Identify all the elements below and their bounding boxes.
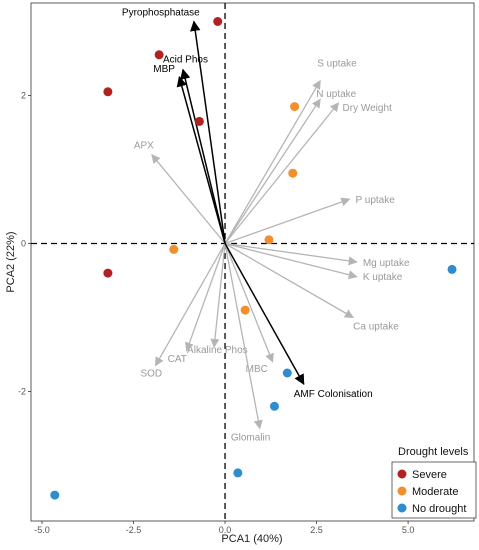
loading-arrow-acid-phos [180, 68, 226, 244]
loading-arrow-k-uptake [224, 242, 358, 280]
loading-arrow-sod [154, 243, 226, 367]
x-tick-label: 5.0 [402, 525, 415, 535]
loading-arrow-mbp [176, 75, 226, 244]
loading-label-acid-phos: Acid Phos [163, 55, 208, 66]
loading-label-ca-uptake: Ca uptake [353, 322, 399, 333]
loading-arrow-cat [185, 243, 226, 352]
legend-title: Drought levels [398, 446, 469, 458]
loading-label-glomalin: Glomalin [231, 433, 270, 444]
loading-arrow-s-uptake [224, 79, 321, 244]
x-tick-label: -5.0 [34, 525, 50, 535]
legend-marker-no-drought [397, 503, 407, 513]
x-tick-label: 2.5 [310, 525, 323, 535]
y-tick-label: 2 [21, 91, 26, 101]
loading-label-mbp: MBP [153, 64, 175, 75]
loading-label-pyrophosphatase: Pyrophosphatase [122, 8, 200, 19]
loading-arrow-glomalin [224, 243, 263, 430]
loading-label-mbc: MBC [246, 364, 268, 375]
loading-label-s-uptake: S uptake [317, 59, 357, 70]
point-no-drought [447, 264, 457, 274]
point-moderate [288, 168, 298, 178]
x-axis-title: PCA1 (40%) [221, 533, 282, 545]
legend-marker-severe [397, 469, 407, 479]
point-severe [103, 87, 113, 97]
loading-label-amf-colonisation: AMF Colonisation [294, 389, 373, 400]
point-moderate [169, 244, 179, 254]
point-moderate [264, 235, 274, 245]
point-severe [194, 116, 204, 126]
loading-label-n-uptake: N uptake [316, 89, 356, 100]
sample-points [50, 17, 457, 500]
legend-marker-moderate [397, 486, 407, 496]
y-tick-label: -2 [18, 387, 26, 397]
loading-label-dry-weight: Dry Weight [343, 103, 392, 114]
grey-loading-arrows: S uptake N uptake Dry Weight APX P uptake Mg … [134, 59, 410, 444]
x-tick-label: 0.0 [219, 525, 232, 535]
loading-label-k-uptake: K uptake [363, 272, 403, 283]
loading-label-apx: APX [134, 141, 154, 152]
loading-arrow-n-uptake [224, 98, 321, 244]
loading-arrow-alkaline-phos [210, 243, 226, 349]
y-axis-ticks: 2 0 -2 [18, 91, 31, 397]
y-tick-label: 0 [21, 239, 26, 249]
point-moderate [290, 102, 300, 112]
loading-label-cat: CAT [168, 354, 187, 365]
legend: Drought levels Severe Moderate No drough… [391, 446, 477, 519]
point-severe [154, 50, 164, 60]
loading-arrow-mg-uptake [224, 242, 358, 266]
loading-arrow-p-uptake [224, 197, 351, 245]
point-no-drought [233, 468, 243, 478]
legend-label-no-drought: No drought [412, 503, 466, 515]
loading-label-p-uptake: P uptake [356, 195, 396, 206]
loading-label-mg-uptake: Mg uptake [363, 258, 410, 269]
loading-arrow-dry-weight [224, 102, 340, 244]
y-axis-title: PCA2 (22%) [5, 231, 17, 292]
point-moderate [240, 305, 250, 315]
x-axis-ticks: -5.0 -2.5 0.0 2.5 5.0 [34, 521, 414, 535]
point-no-drought [50, 490, 60, 500]
loading-label-alkaline-phos: Alkaline Phos [187, 345, 248, 356]
loading-arrow-apx [151, 153, 226, 244]
loading-arrow-ca-uptake [224, 242, 354, 319]
point-severe [213, 17, 223, 26]
legend-label-moderate: Moderate [412, 486, 458, 498]
legend-label-severe: Severe [412, 469, 447, 481]
loading-label-sod: SOD [140, 369, 162, 380]
point-no-drought [282, 368, 292, 378]
loading-arrow-mbc [224, 243, 274, 363]
loading-arrow-amf-colonisation [224, 243, 305, 386]
x-tick-label: -2.5 [126, 525, 142, 535]
point-no-drought [269, 401, 279, 411]
point-severe [103, 268, 113, 278]
loading-arrow-pyrophosphatase [190, 20, 226, 244]
